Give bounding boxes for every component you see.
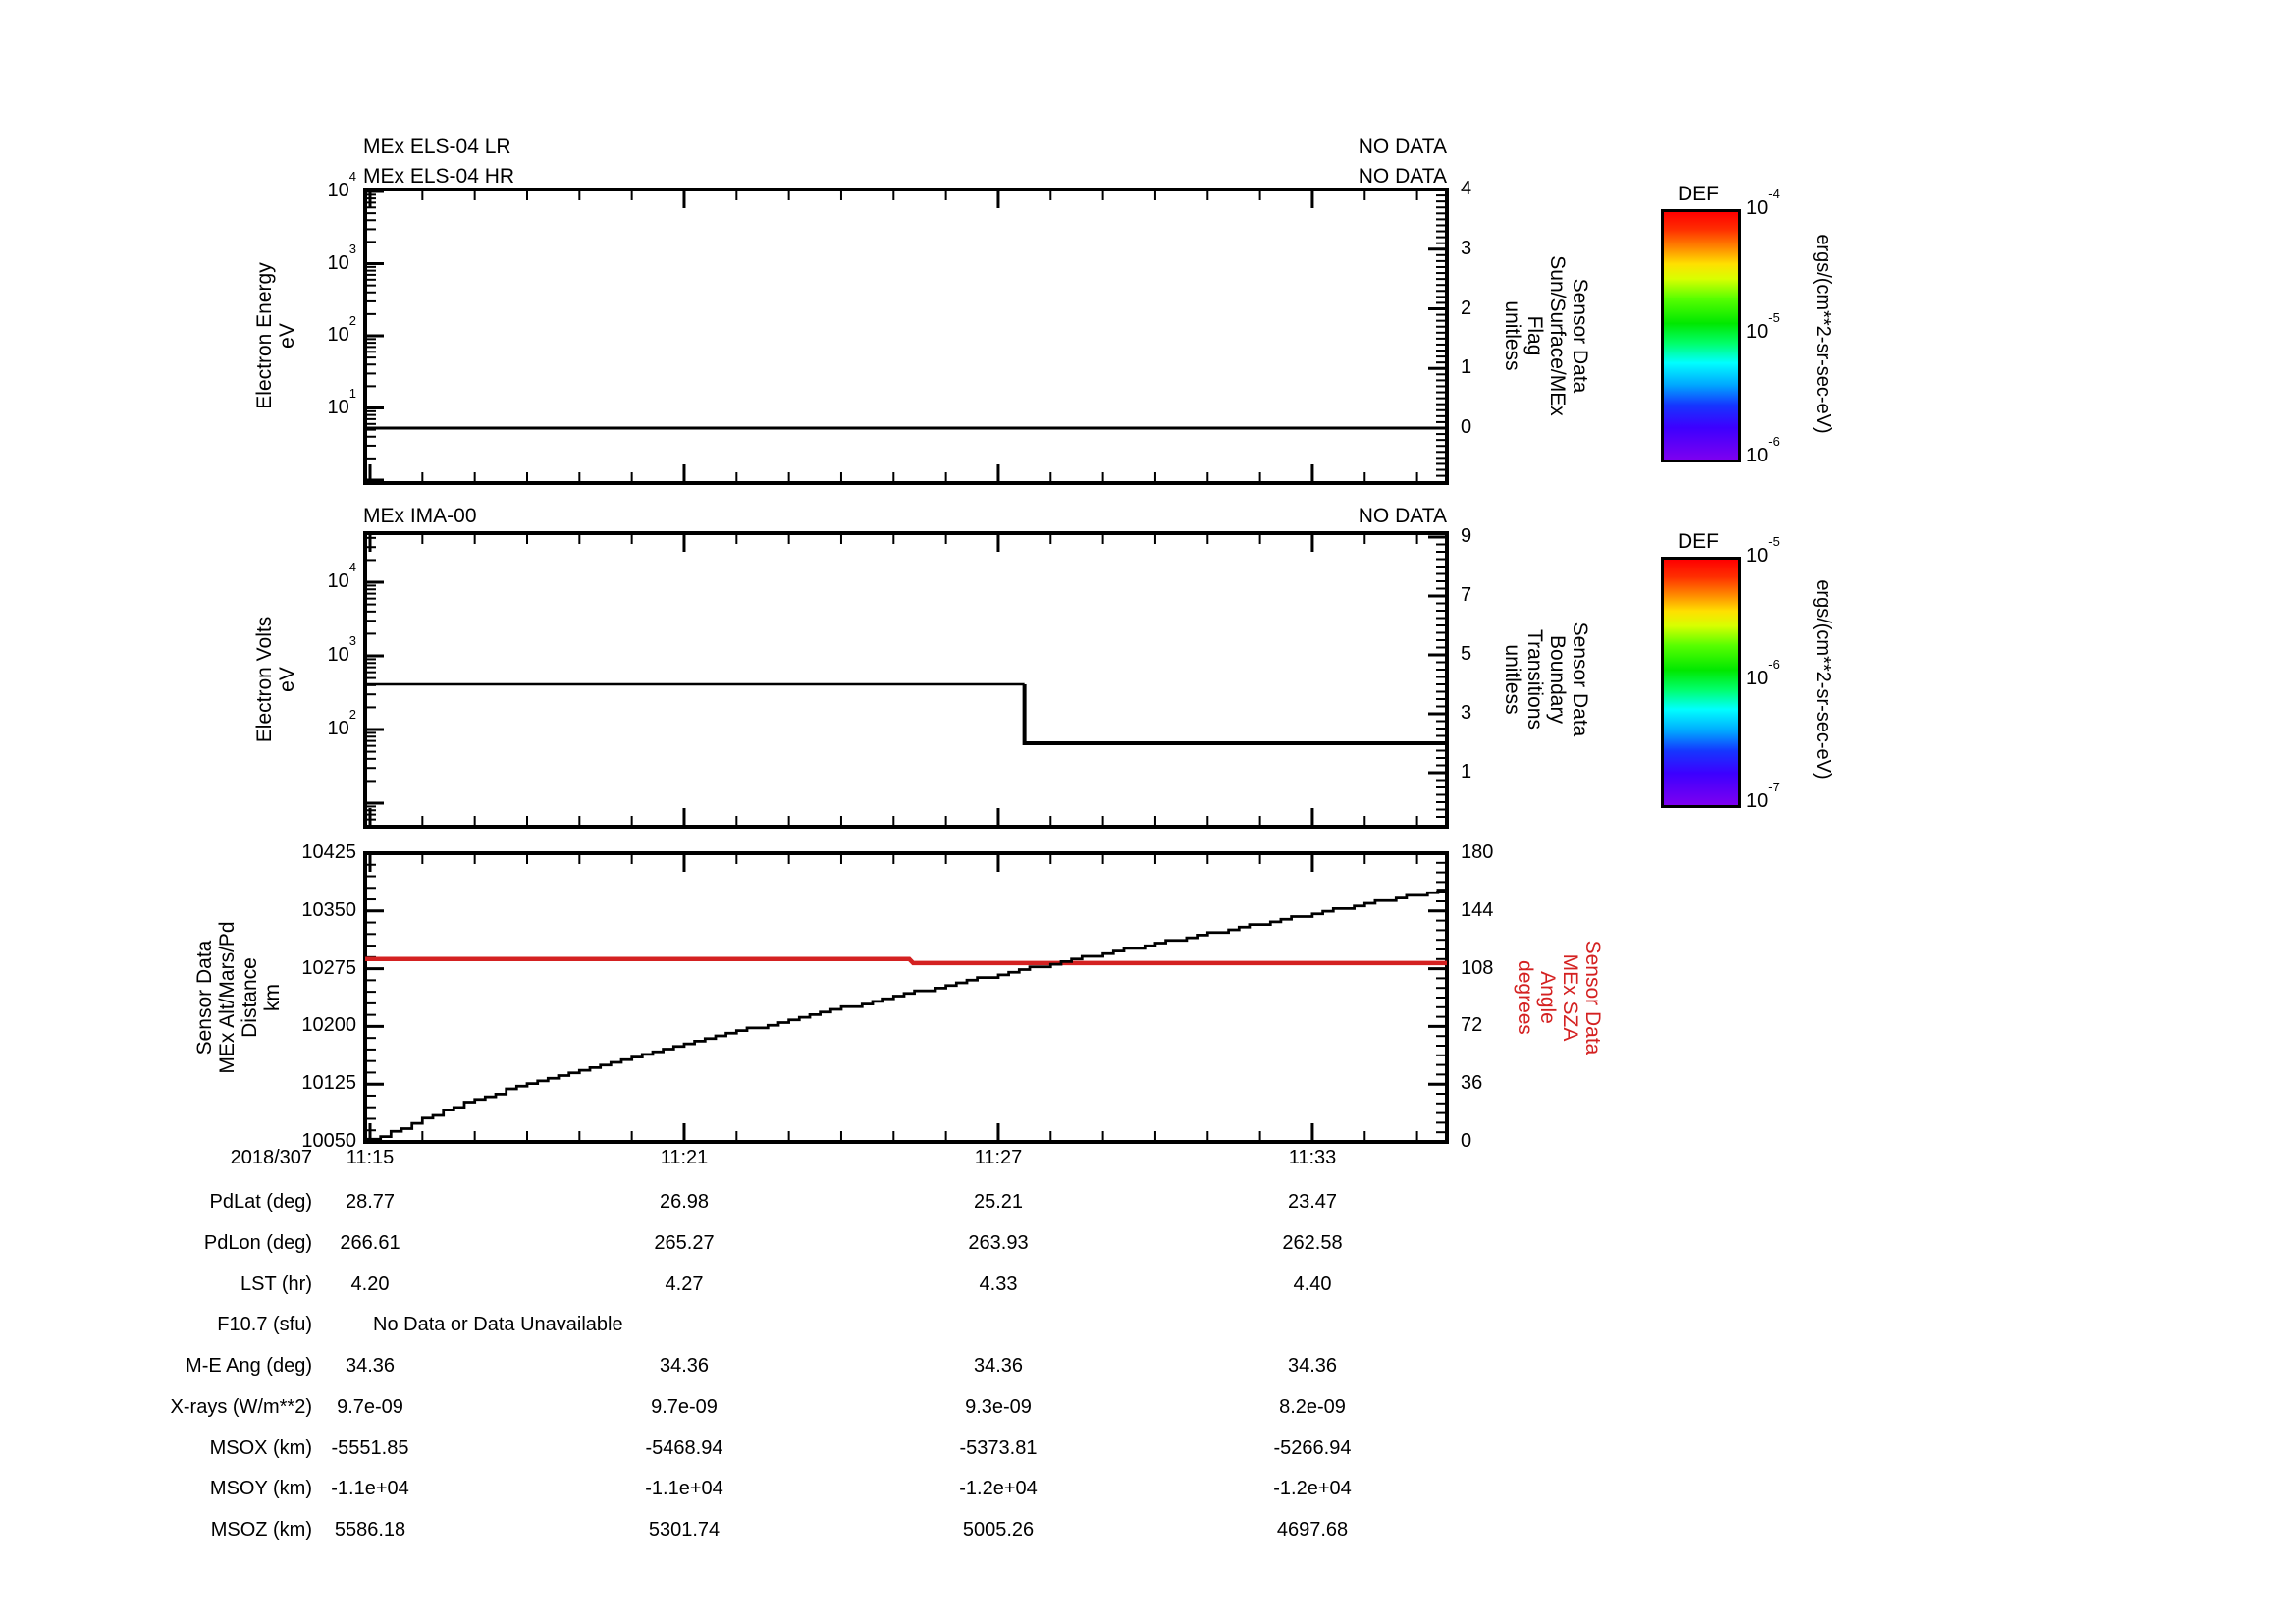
table-cell-value: 9.7e-09 — [651, 1395, 718, 1418]
table-row-label: M-E Ang (deg) — [186, 1355, 312, 1377]
table-cell-value: -1.2e+04 — [959, 1478, 1038, 1500]
table-cell-value: 9.3e-09 — [965, 1395, 1032, 1418]
panel2-left-axis-title: Electron Volts eV — [253, 616, 298, 743]
panel1-title-lr: MEx ELS-04 LR — [363, 135, 511, 158]
colorbar-bottom — [1661, 557, 1741, 808]
table-cell-value: -1.1e+04 — [331, 1478, 409, 1500]
right-tick-label: 144 — [1461, 898, 1494, 921]
table-cell-value: 4.27 — [665, 1272, 704, 1295]
table-cell-value: -1.2e+04 — [1273, 1478, 1352, 1500]
table-cell-value: 8.2e-09 — [1279, 1395, 1346, 1418]
table-row-label: F10.7 (sfu) — [217, 1314, 312, 1336]
left-log-tick-label: 102 — [327, 313, 356, 346]
panel2-no-data: NO DATA — [1358, 505, 1447, 527]
colorbar-1-tick-label: 10-6 — [1746, 657, 1780, 689]
right-tick-label: 108 — [1461, 956, 1494, 979]
left-tick-label: 10125 — [301, 1072, 356, 1095]
table-cell-value: 262.58 — [1282, 1231, 1343, 1254]
table-cell-value: 265.27 — [654, 1231, 715, 1254]
colorbar-top — [1661, 209, 1741, 462]
table-cell-value: 5005.26 — [962, 1519, 1035, 1541]
table-row-label: MSOZ (km) — [210, 1519, 312, 1541]
panel1-no-data-lr: NO DATA — [1358, 135, 1447, 158]
left-log-tick-label: 103 — [327, 241, 356, 274]
x-axis-time-label: 11:27 — [974, 1147, 1023, 1168]
table-row-label: PdLat (deg) — [209, 1191, 312, 1213]
table-cell-value: 34.36 — [345, 1355, 396, 1377]
left-tick-label: 10350 — [301, 898, 356, 921]
left-log-tick-label: 104 — [327, 169, 356, 201]
colorbar-top-title: DEF — [1678, 183, 1719, 205]
table-no-data-text: No Data or Data Unavailable — [373, 1314, 623, 1336]
left-tick-label: 10425 — [301, 841, 356, 863]
table-cell-value: 263.93 — [968, 1231, 1029, 1254]
colorbar-0-tick-label: 10-4 — [1746, 187, 1780, 219]
colorbar-0-tick-label: 10-6 — [1746, 434, 1780, 466]
colorbar-0-tick-label: 10-5 — [1746, 310, 1780, 343]
x-axis-time-label: 11:33 — [1288, 1147, 1337, 1168]
left-tick-label: 10050 — [301, 1130, 356, 1152]
left-tick-label: 10200 — [301, 1014, 356, 1037]
table-cell-value: 9.7e-09 — [337, 1395, 403, 1418]
table-cell-value: 4697.68 — [1276, 1519, 1349, 1541]
left-log-tick-label: 101 — [327, 385, 356, 418]
panel2-title: MEx IMA-00 — [363, 505, 477, 527]
x-axis-date-label: 2018/307 — [230, 1147, 312, 1168]
table-cell-value: 34.36 — [659, 1355, 710, 1377]
panel1-no-data-hr: NO DATA — [1358, 165, 1447, 188]
right-tick-label: 180 — [1461, 841, 1494, 863]
table-row-label: PdLon (deg) — [203, 1231, 312, 1254]
table-cell-value: 26.98 — [659, 1191, 710, 1213]
left-log-tick-label: 102 — [327, 707, 356, 739]
table-cell-value: -5468.94 — [645, 1436, 723, 1459]
table-row-label: MSOX (km) — [209, 1436, 312, 1459]
table-cell-value: -1.1e+04 — [645, 1478, 723, 1500]
table-cell-value: 5586.18 — [334, 1519, 406, 1541]
table-cell-value: 25.21 — [973, 1191, 1024, 1213]
right-tick-label: 5 — [1461, 643, 1472, 665]
table-cell-value: 4.33 — [979, 1272, 1018, 1295]
right-tick-label: 3 — [1461, 702, 1472, 724]
table-cell-value: 28.77 — [345, 1191, 396, 1213]
right-tick-label: 4 — [1461, 178, 1472, 199]
left-tick-label: 10275 — [301, 956, 356, 979]
colorbar-bottom-title: DEF — [1678, 530, 1719, 553]
right-tick-label: 0 — [1461, 1130, 1472, 1152]
panel1-title-hr: MEx ELS-04 HR — [363, 165, 515, 188]
x-axis-time-label: 11:15 — [346, 1147, 395, 1168]
right-tick-label: 0 — [1461, 416, 1472, 438]
table-cell-value: 23.47 — [1287, 1191, 1338, 1213]
table-row-label: LST (hr) — [240, 1272, 312, 1295]
table-row-label: X-rays (W/m**2) — [170, 1395, 312, 1418]
right-tick-label: 3 — [1461, 237, 1472, 259]
left-log-tick-label: 103 — [327, 633, 356, 666]
right-tick-label: 7 — [1461, 584, 1472, 606]
table-cell-value: 266.61 — [340, 1231, 400, 1254]
right-tick-label: 1 — [1461, 761, 1472, 783]
table-cell-value: -5551.85 — [331, 1436, 409, 1459]
right-tick-label: 36 — [1461, 1072, 1483, 1095]
right-tick-label: 72 — [1461, 1014, 1483, 1037]
right-tick-label: 2 — [1461, 297, 1472, 319]
table-cell-value: 5301.74 — [648, 1519, 721, 1541]
table-cell-value: -5266.94 — [1273, 1436, 1352, 1459]
table-cell-value: 4.20 — [350, 1272, 390, 1295]
right-tick-label: 9 — [1461, 525, 1472, 547]
left-log-tick-label: 104 — [327, 560, 356, 592]
table-cell-value: 34.36 — [973, 1355, 1024, 1377]
table-row-label: MSOY (km) — [209, 1478, 312, 1500]
x-axis-time-label: 11:21 — [660, 1147, 709, 1168]
colorbar-1-tick-label: 10-7 — [1746, 780, 1780, 812]
table-cell-value: -5373.81 — [959, 1436, 1038, 1459]
table-cell-value: 34.36 — [1287, 1355, 1338, 1377]
colorbar-1-tick-label: 10-5 — [1746, 534, 1780, 567]
table-cell-value: 4.40 — [1293, 1272, 1332, 1295]
right-tick-label: 1 — [1461, 356, 1472, 379]
